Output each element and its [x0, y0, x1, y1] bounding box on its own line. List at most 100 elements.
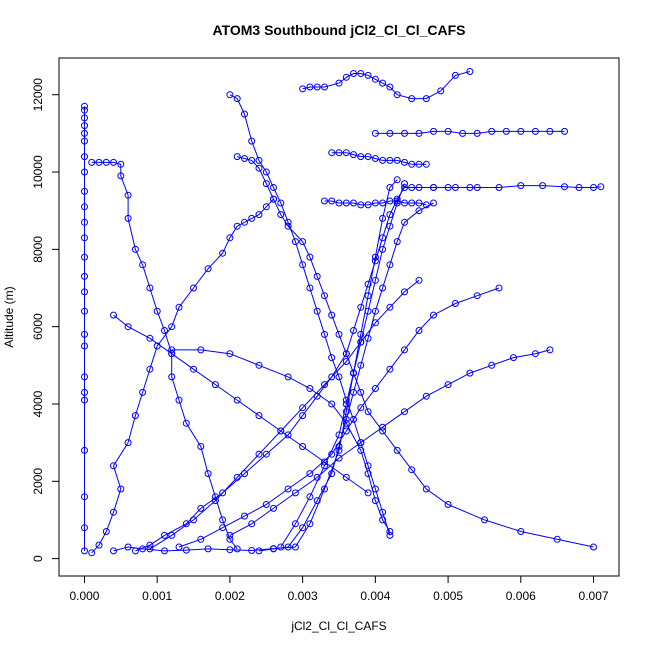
- data-point: [313, 497, 321, 505]
- data-point: [124, 439, 132, 447]
- data-point: [357, 388, 365, 396]
- data-point: [262, 501, 270, 508]
- data-point: [306, 284, 314, 292]
- data-point: [422, 95, 430, 103]
- series-line: [229, 349, 551, 536]
- data-point: [364, 307, 372, 315]
- data-point: [313, 83, 321, 91]
- data-point: [299, 404, 307, 412]
- data-point: [182, 419, 190, 427]
- x-axis-label: jCl2_Cl_Cl_CAFS: [290, 619, 386, 633]
- data-point: [226, 91, 234, 99]
- data-point: [175, 543, 183, 551]
- y-tick-label: 2000: [31, 468, 45, 495]
- data-point: [495, 184, 503, 191]
- data-point: [379, 423, 387, 431]
- data-point: [321, 381, 328, 389]
- data-point: [415, 129, 423, 137]
- data-point: [146, 334, 154, 342]
- data-point: [379, 234, 387, 242]
- data-point: [357, 439, 365, 447]
- data-point: [161, 531, 168, 539]
- data-point: [335, 330, 343, 338]
- y-axis: 0 2000 4000 6000 8000 10000 12000: [31, 78, 60, 562]
- data-point: [379, 199, 387, 207]
- data-point: [291, 520, 299, 528]
- data-point: [371, 257, 379, 265]
- data-point: [306, 520, 314, 528]
- data-point: [379, 427, 387, 435]
- data-point: [255, 412, 263, 420]
- data-point: [299, 238, 307, 246]
- data-point: [357, 446, 365, 454]
- data-point: [371, 129, 379, 137]
- data-point: [386, 129, 394, 137]
- data-point: [495, 284, 503, 292]
- data-point: [204, 470, 212, 478]
- series-line: [171, 349, 391, 532]
- x-tick-label: 0.002: [215, 589, 245, 603]
- data-point: [81, 342, 88, 350]
- data-point: [81, 218, 88, 226]
- data-point: [81, 307, 88, 315]
- data-point: [357, 404, 365, 412]
- data-point: [357, 201, 365, 209]
- data-point: [262, 168, 270, 176]
- data-point: [81, 203, 88, 211]
- data-point: [401, 129, 408, 137]
- series-line: [280, 183, 405, 548]
- data-point: [306, 385, 314, 392]
- data-point: [364, 201, 372, 209]
- data-point: [401, 346, 408, 354]
- data-point: [342, 73, 350, 81]
- data-point: [393, 199, 401, 207]
- data-point: [291, 238, 299, 246]
- data-point: [328, 311, 336, 319]
- data-point: [226, 234, 234, 242]
- x-tick-label: 0.003: [288, 589, 318, 603]
- data-point: [531, 127, 539, 135]
- series: [168, 346, 394, 535]
- series-line: [113, 314, 369, 494]
- data-point: [81, 446, 88, 454]
- data-point: [255, 156, 263, 164]
- data-point: [146, 284, 154, 292]
- data-point: [451, 184, 459, 191]
- data-point: [131, 412, 139, 420]
- x-tick-label: 0.004: [360, 589, 390, 603]
- series-line: [331, 152, 427, 165]
- data-point: [88, 158, 96, 166]
- data-point: [102, 528, 110, 535]
- data-point: [357, 330, 365, 338]
- data-point: [233, 153, 241, 161]
- series: [226, 346, 554, 539]
- data-point: [81, 330, 88, 338]
- data-point: [124, 543, 132, 551]
- data-point: [241, 218, 248, 226]
- data-point: [139, 388, 147, 396]
- series: [233, 153, 597, 551]
- data-point: [182, 546, 190, 554]
- data-point: [284, 543, 292, 551]
- series: [299, 68, 474, 103]
- data-point: [364, 153, 372, 161]
- data-point: [386, 184, 394, 191]
- data-point: [306, 493, 314, 501]
- data-point: [386, 528, 394, 535]
- data-point: [241, 110, 248, 118]
- data-point: [139, 261, 147, 269]
- series: [371, 127, 568, 137]
- data-point: [517, 127, 525, 135]
- data-point: [226, 535, 234, 543]
- data-point: [255, 450, 263, 458]
- data-point: [386, 261, 394, 269]
- x-axis: 0.000 0.001 0.002 0.003 0.004 0.005 0.006 0.007: [69, 575, 609, 603]
- data-point: [473, 184, 481, 191]
- data-point: [401, 158, 408, 166]
- series-line: [135, 187, 470, 552]
- data-point: [393, 238, 401, 246]
- data-point: [255, 547, 263, 555]
- series-line: [324, 200, 427, 206]
- data-point: [364, 470, 372, 478]
- data-point: [241, 155, 248, 162]
